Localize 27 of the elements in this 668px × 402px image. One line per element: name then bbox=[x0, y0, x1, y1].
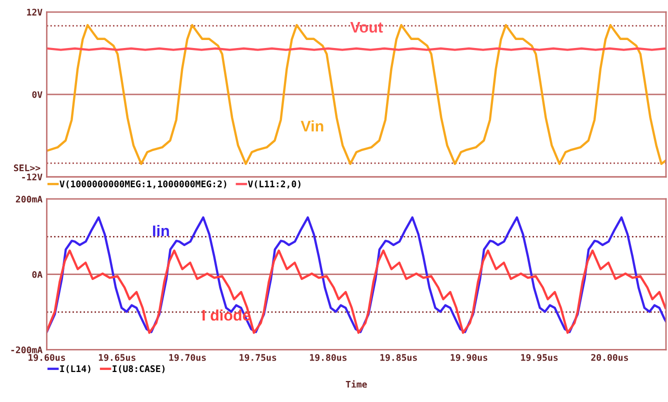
y-tick-label: -200mA bbox=[11, 346, 42, 354]
x-tick-label: 19.75us bbox=[240, 354, 276, 361]
x-tick-label: 19.60us bbox=[28, 354, 66, 361]
legend-label: I(L14) bbox=[60, 365, 90, 374]
y-tick-label: -12V bbox=[22, 174, 42, 180]
legend-label: I(U8:CASE) bbox=[112, 365, 165, 374]
text: SEL>> bbox=[14, 164, 40, 172]
x-tick-label: 19.90us bbox=[450, 354, 488, 361]
line-series bbox=[46, 216, 666, 334]
x-tick-label: 19.85us bbox=[380, 354, 417, 361]
y-tick-label: 0V bbox=[32, 91, 42, 98]
text: V(1000000000MEG:1,1000000MEG:2) bbox=[60, 180, 226, 188]
y-tick-label: 12V bbox=[27, 8, 42, 16]
annotation: Iin bbox=[153, 225, 169, 236]
x-tick-label: 19.80us bbox=[310, 354, 347, 361]
x-axis-title: Time bbox=[346, 380, 367, 388]
line-series bbox=[46, 250, 666, 334]
x-tick-label: 20.00us bbox=[591, 354, 628, 361]
x-tick-label: 19.65us bbox=[98, 354, 136, 361]
y-tick-label: 200mA bbox=[16, 196, 42, 203]
legend-label: V(L11:2,0) bbox=[248, 180, 300, 188]
annotation: Vout bbox=[350, 22, 383, 33]
y-tick-label: 0A bbox=[32, 271, 42, 278]
x-tick-label: 19.70us bbox=[169, 354, 206, 361]
annotation: Vin bbox=[300, 120, 324, 132]
line-series bbox=[46, 24, 666, 165]
x-tick-label: 19.95us bbox=[521, 354, 558, 361]
